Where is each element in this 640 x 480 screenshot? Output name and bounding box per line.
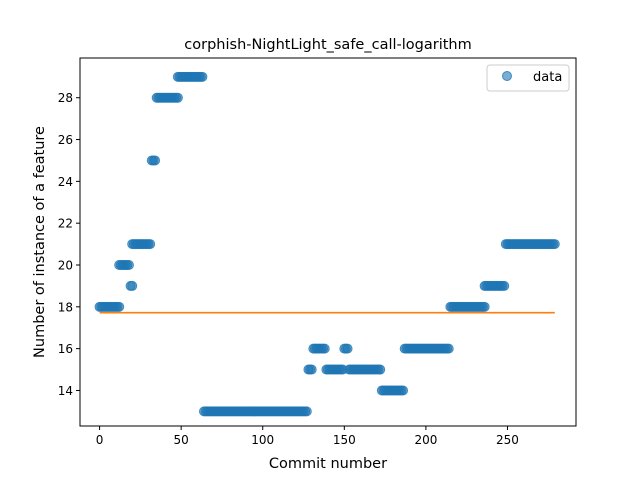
data-point: [197, 71, 208, 82]
x-tick-label: 200: [414, 433, 437, 447]
axes-frame: [79, 57, 577, 427]
y-tick-label: 18: [58, 300, 73, 314]
y-tick-label: 22: [58, 217, 73, 231]
legend-marker-data: [502, 71, 512, 81]
y-tick-label: 14: [58, 384, 73, 398]
data-point: [398, 385, 409, 396]
data-point: [123, 260, 134, 270]
y-tick-label: 24: [58, 175, 73, 189]
data-point: [499, 280, 510, 291]
legend-label-data: data: [533, 70, 562, 85]
data-point: [145, 239, 156, 250]
plot-area: [94, 71, 560, 417]
x-tick-label: 100: [251, 433, 274, 447]
data-point: [172, 92, 183, 103]
data-point: [443, 343, 454, 354]
y-tick-label: 28: [58, 91, 73, 105]
data-point: [479, 301, 490, 312]
x-axis: 0 50 100 150 200 250: [96, 426, 519, 447]
x-tick-label: 0: [96, 433, 104, 447]
y-axis-label: Number of instance of a feature: [32, 126, 48, 358]
data-point: [127, 280, 138, 291]
data-point: [306, 364, 317, 375]
chart-title: corphish-NightLight_safe_call-logarithm: [184, 37, 471, 53]
data-point: [150, 155, 161, 166]
y-axis: 14 16 18 20 22 24 26 28: [58, 91, 80, 398]
data-point: [549, 239, 560, 250]
data-point: [114, 301, 125, 312]
x-axis-label: Commit number: [269, 456, 387, 472]
x-tick-label: 50: [174, 433, 189, 447]
data-point: [301, 406, 312, 417]
x-tick-label: 150: [333, 433, 356, 447]
legend: data: [486, 64, 570, 92]
y-tick-label: 26: [58, 133, 73, 147]
data-point: [319, 343, 330, 354]
x-tick-label: 250: [496, 433, 519, 447]
y-tick-label: 16: [58, 342, 73, 356]
data-point: [342, 343, 353, 354]
data-point: [375, 364, 386, 375]
y-tick-label: 20: [58, 259, 73, 273]
